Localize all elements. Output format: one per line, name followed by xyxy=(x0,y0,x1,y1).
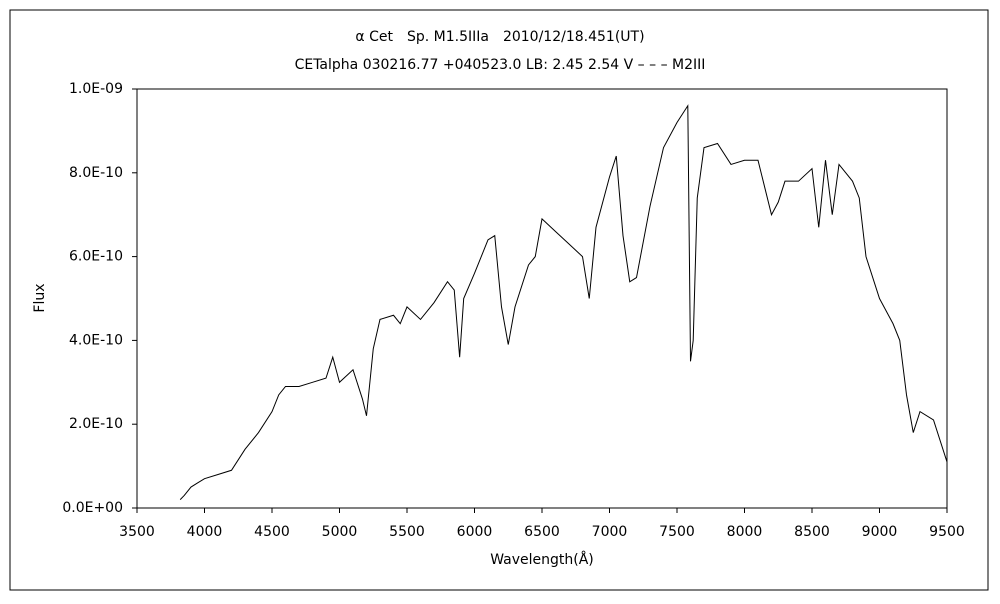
y-tick-label: 8.0E-10 xyxy=(69,165,123,181)
y-tick-label: 6.0E-10 xyxy=(69,249,123,265)
x-tick-label: 3500 xyxy=(119,524,155,540)
x-axis-label: Wavelength(Å) xyxy=(490,551,594,568)
x-tick-label: 4000 xyxy=(187,524,223,540)
x-tick-label: 9500 xyxy=(929,524,965,540)
chart-title: α Cet Sp. M1.5IIIa 2010/12/18.451(UT) xyxy=(355,29,644,45)
chart-subtitle: CETalpha 030216.77 +040523.0 LB: 2.45 2.… xyxy=(295,57,706,73)
x-tick-label: 7000 xyxy=(592,524,628,540)
y-tick-label: 4.0E-10 xyxy=(69,332,123,348)
x-tick-label: 7500 xyxy=(659,524,695,540)
x-tick-label: 6500 xyxy=(524,524,560,540)
y-axis-label: Flux xyxy=(32,283,48,312)
x-tick-label: 6000 xyxy=(457,524,493,540)
spectrum-line xyxy=(179,104,948,500)
y-tick-label: 1.0E-09 xyxy=(69,81,123,97)
x-tick-label: 9000 xyxy=(862,524,898,540)
x-tick-label: 5000 xyxy=(322,524,358,540)
plot-frame xyxy=(136,88,948,509)
x-tick-label: 8500 xyxy=(794,524,830,540)
y-tick-label: 0.0E+00 xyxy=(62,500,123,516)
x-tick-label: 8000 xyxy=(727,524,763,540)
x-tick-label: 4500 xyxy=(254,524,290,540)
y-tick-label: 2.0E-10 xyxy=(69,416,123,432)
frame xyxy=(9,9,989,591)
x-tick-label: 5500 xyxy=(389,524,425,540)
